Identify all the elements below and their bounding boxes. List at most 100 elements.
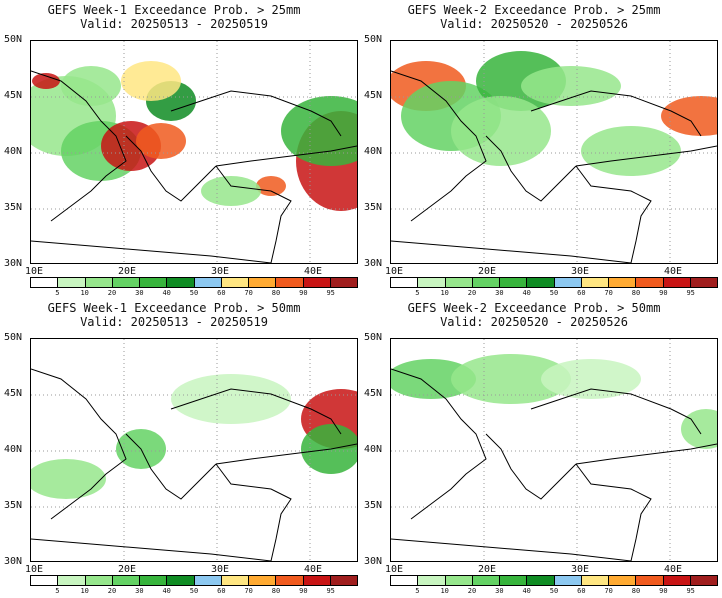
- lon-label: 20E: [117, 564, 137, 575]
- lat-label: 30N: [364, 556, 383, 567]
- precip-probability-map: [16, 41, 386, 264]
- colorbar-swatch: [445, 278, 473, 287]
- lat-label: 30N: [4, 556, 23, 567]
- colorbar-tick-label: 90: [299, 587, 308, 595]
- colorbar-swatch: [31, 278, 59, 287]
- map-area: [26, 338, 381, 562]
- precip-region: [121, 61, 181, 101]
- coastline: [390, 538, 632, 562]
- colorbar-swatch: [500, 576, 528, 585]
- colorbar-swatch: [58, 278, 86, 287]
- colorbar-tick-label: 95: [686, 587, 695, 595]
- colorbar-tick-label: 80: [631, 587, 641, 595]
- colorbar-swatch: [472, 278, 500, 287]
- panel-valid-dates: Valid: 20250520 - 20250526: [440, 17, 628, 31]
- precip-region: [386, 359, 476, 399]
- colorbar-swatch: [249, 576, 277, 585]
- panel-title: GEFS Week-1 Exceedance Prob. > 25mm: [47, 3, 301, 17]
- lat-label: 45N: [4, 90, 23, 101]
- lon-label: 30E: [210, 564, 230, 575]
- colorbar-swatch: [112, 278, 140, 287]
- colorbar-tick-label: 40: [162, 587, 171, 595]
- colorbar-swatch: [636, 278, 664, 287]
- precip-region: [541, 359, 641, 399]
- precip-region: [32, 73, 60, 89]
- colorbar-tick-label: 50: [549, 587, 559, 595]
- panel-valid-dates: Valid: 20250513 - 20250519: [80, 17, 268, 31]
- coastline: [530, 388, 702, 435]
- colorbar-tick-label: 80: [271, 587, 281, 595]
- coastline: [30, 538, 272, 562]
- colorbar-swatch: [554, 576, 582, 585]
- coastline: [170, 388, 342, 435]
- colorbar-tick-label: 20: [467, 289, 477, 297]
- colorbar-swatch: [690, 576, 717, 585]
- colorbar-swatch: [418, 278, 446, 287]
- colorbar-swatch: [663, 278, 691, 287]
- precip-region: [451, 96, 551, 166]
- coastline: [485, 433, 577, 500]
- colorbar-tick-label: 10: [440, 289, 449, 297]
- colorbar-swatch: [609, 576, 637, 585]
- colorbar-swatch: [527, 278, 555, 287]
- colorbar-tick-label: 30: [495, 289, 504, 297]
- colorbar-swatch: [167, 576, 195, 585]
- lat-label: 45N: [364, 388, 383, 399]
- precip-probability-map: [26, 339, 381, 562]
- coastline: [390, 240, 632, 264]
- colorbar-tick-label: 40: [162, 289, 171, 297]
- coastline: [575, 165, 652, 264]
- colorbar-tick-label: 80: [271, 289, 281, 297]
- coastline: [125, 433, 217, 500]
- colorbar-tick-label: 5: [415, 289, 420, 297]
- coastline: [575, 145, 718, 167]
- colorbar-swatch: [85, 576, 113, 585]
- lat-label: 35N: [4, 202, 23, 213]
- colorbar-swatch: [249, 278, 277, 287]
- colorbar-tick-label: 40: [522, 587, 531, 595]
- colorbar-tick-label: 30: [495, 587, 504, 595]
- colorbar-swatch: [140, 576, 168, 585]
- colorbar-tick-label: 10: [80, 289, 89, 297]
- precip-region: [581, 126, 681, 176]
- lat-label: 35N: [4, 500, 23, 511]
- lon-label: 40E: [303, 564, 323, 575]
- lon-label: 20E: [117, 266, 137, 277]
- lat-label: 40N: [364, 444, 383, 455]
- map-panel-week1-25mm: GEFS Week-1 Exceedance Prob. > 25mm Vali…: [4, 2, 386, 297]
- colorbar-tick-label: 70: [604, 587, 613, 595]
- colorbar-tick-label: 70: [244, 289, 253, 297]
- panel-valid-dates: Valid: 20250513 - 20250519: [80, 315, 268, 329]
- colorbar-tick-label: 90: [659, 289, 668, 297]
- lat-label: 50N: [4, 34, 23, 45]
- lat-label: 45N: [4, 388, 23, 399]
- colorbar-swatch: [167, 278, 195, 287]
- lat-label: 50N: [4, 332, 23, 343]
- colorbar-tick-label: 90: [299, 289, 308, 297]
- lon-label: 40E: [303, 266, 323, 277]
- precip-region: [171, 374, 291, 424]
- coastline: [485, 135, 577, 202]
- colorbar-swatch: [330, 278, 357, 287]
- coastline: [125, 135, 217, 202]
- lon-label: 40E: [663, 564, 683, 575]
- colorbar-swatch: [31, 576, 59, 585]
- lat-label: 30N: [4, 258, 23, 269]
- colorbar-swatch: [581, 278, 609, 287]
- colorbar-tick-label: 10: [80, 587, 89, 595]
- lat-label: 35N: [364, 500, 383, 511]
- coastline: [30, 240, 272, 264]
- colorbar-tick-label: 50: [549, 289, 559, 297]
- panel-title: GEFS Week-1 Exceedance Prob. > 50mm: [47, 301, 301, 315]
- colorbar-tick-label: 95: [686, 289, 695, 297]
- precip-region: [281, 96, 381, 166]
- coastline: [575, 443, 718, 465]
- colorbar-swatch: [112, 576, 140, 585]
- coastline: [390, 70, 487, 222]
- colorbar-tick-label: 95: [326, 587, 335, 595]
- colorbar-swatch: [303, 576, 331, 585]
- map-panel-week2-50mm: GEFS Week-2 Exceedance Prob. > 50mm Vali…: [364, 300, 722, 595]
- lon-label: 30E: [570, 564, 590, 575]
- lat-label: 40N: [4, 444, 23, 455]
- map-panel-week1-50mm: GEFS Week-1 Exceedance Prob. > 50mm Vali…: [4, 300, 381, 595]
